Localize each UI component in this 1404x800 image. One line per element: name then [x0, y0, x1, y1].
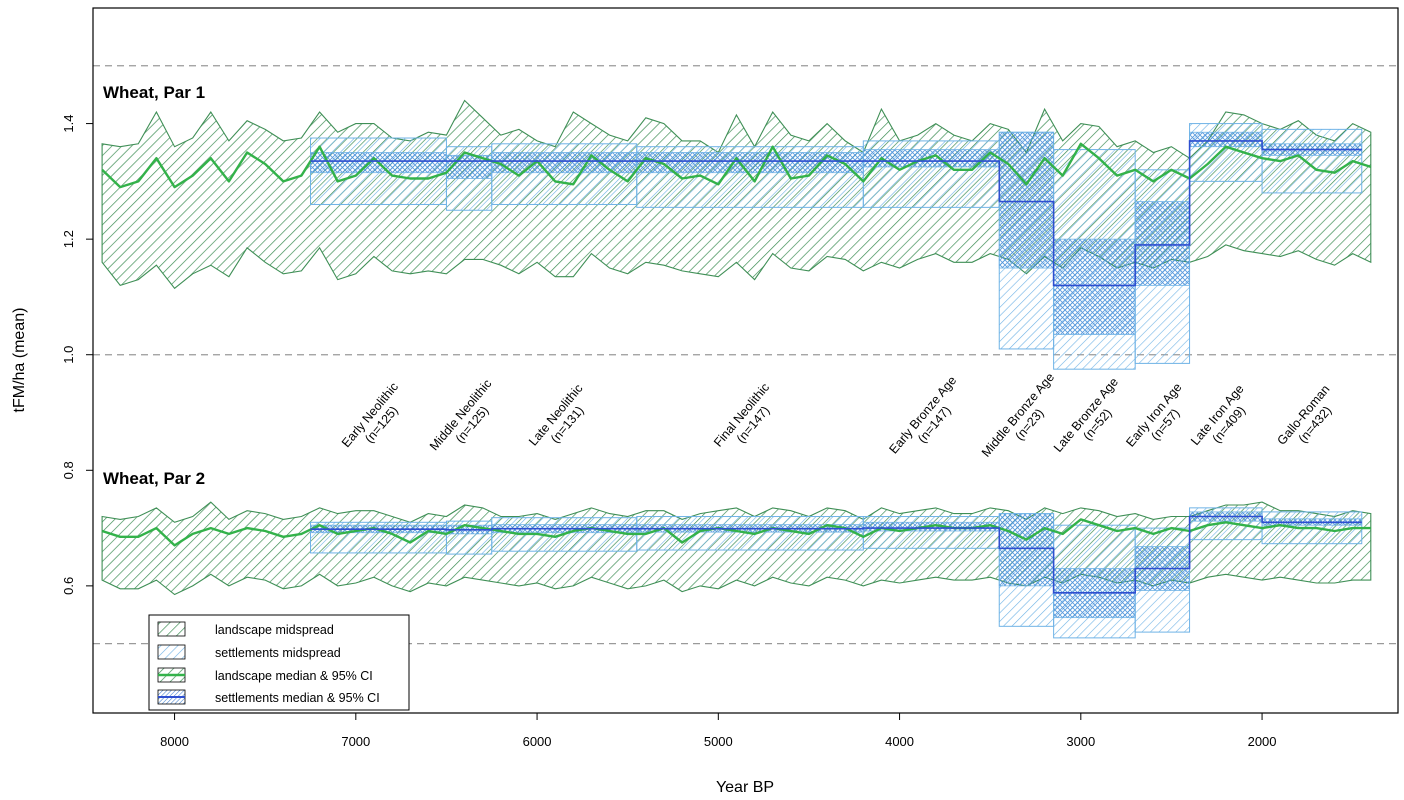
period-label: Late Neolithic(n=131): [526, 381, 587, 448]
median-lines: [101, 140, 1372, 594]
y-axis-title: tFM/ha (mean): [11, 308, 28, 413]
settlement-ci: [998, 131, 1055, 269]
settlement-ci: [1189, 131, 1263, 148]
x-axis-title: Year BP: [716, 779, 774, 796]
legend-label: landscape midspread: [215, 623, 334, 637]
legend-label: landscape median & 95% CI: [215, 669, 373, 683]
period-label: Early Iron Age(n=57): [1123, 380, 1184, 449]
x-tick-label: 3000: [1066, 734, 1095, 749]
period-label: Middle Neolithic(n=125): [427, 377, 494, 454]
plot-frame: [92, 7, 1399, 714]
x-tick-label: 6000: [523, 734, 552, 749]
period-label: Middle Bronze Age(n=23): [979, 370, 1057, 459]
panel-label-par2: Wheat, Par 2: [103, 469, 205, 488]
settlement-median-line-panel-2: [310, 515, 1362, 594]
settlement-bands: [310, 123, 1363, 639]
settlement-band: [862, 516, 1000, 549]
y-tick-label: 0.6: [61, 577, 76, 595]
period-label: Late Bronze Age(n=52): [1051, 375, 1121, 455]
legend-label: settlements midspread: [215, 646, 341, 660]
y-tick-label: 1.4: [61, 115, 76, 133]
legend-entry-landscape-midspread: landscape midspread: [157, 621, 334, 637]
x-tick-label: 8000: [160, 734, 189, 749]
period-label: Final Neolithic(n=147): [711, 380, 772, 449]
y-tick-label: 1.0: [61, 346, 76, 364]
legend-entry-landscape-median: landscape median & 95% CI: [157, 667, 373, 683]
x-tick-label: 5000: [704, 734, 733, 749]
settlement-ci: [998, 513, 1055, 587]
period-label: Gallo-Roman(n=432): [1274, 382, 1334, 447]
legend-swatch-settlement-band: [157, 644, 186, 660]
panel-label-par1: Wheat, Par 1: [103, 83, 205, 102]
legend-label: settlements median & 95% CI: [215, 691, 380, 705]
settlement-median-line-panel-1: [310, 140, 1362, 287]
y-tick-label: 1.2: [61, 230, 76, 248]
legend-box: [148, 614, 410, 711]
legend-entry-settlement-median: settlements median & 95% CI: [157, 689, 380, 705]
tick-marks: 8000 7000 6000 5000 4000 3000 2000 0.6 0.8 1.0 1.2…: [61, 115, 1277, 749]
x-tick-label: 2000: [1248, 734, 1277, 749]
settlement-ci: [1053, 238, 1136, 335]
legend-entry-settlements-midspread: settlements midspread: [157, 644, 341, 660]
settlement-ci: [1134, 201, 1190, 286]
period-label: Early Bronze Age(n=147): [886, 373, 959, 456]
legend-swatch-landscape-band: [157, 621, 186, 637]
x-tick-label: 7000: [341, 734, 370, 749]
landscape-median-line-panel-1: [101, 142, 1372, 189]
period-label: Late Iron Age(n=409): [1188, 382, 1248, 448]
y-tick-label: 0.8: [61, 461, 76, 479]
period-label: Early Neolithic(n=125): [339, 380, 401, 450]
legend: landscape midspread settlements midsprea…: [148, 614, 410, 711]
axes: [92, 7, 1399, 714]
settlement-ci: [491, 152, 638, 174]
landscape-median-line-panel-2: [101, 518, 1371, 547]
x-tick-label: 4000: [885, 734, 914, 749]
period-labels: Early Neolithic(n=125) Middle Neolithic(n…: [339, 370, 1334, 459]
